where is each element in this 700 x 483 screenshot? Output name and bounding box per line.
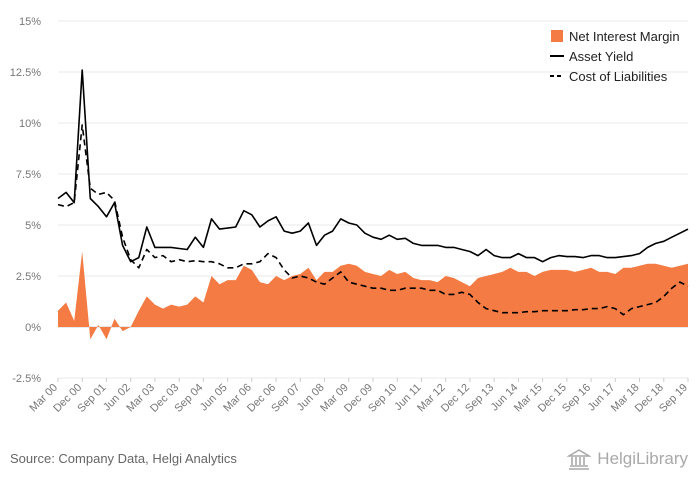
y-tick-label: 10% bbox=[19, 118, 41, 130]
legend: Net Interest Margin Asset Yield Cost of Li… bbox=[550, 29, 680, 84]
series-cost-of-liabilities-line bbox=[57, 124, 689, 316]
y-axis-ticks: -2.5% 0% 2.5% 5% 7.5% 10% 12.5% 15% bbox=[10, 16, 41, 385]
series-asset-yield-line bbox=[57, 69, 689, 263]
y-tick-label: 7.5% bbox=[16, 169, 41, 181]
brand-logo: HelgiLibrary bbox=[567, 447, 688, 471]
y-tick-label: 12.5% bbox=[10, 67, 41, 79]
y-tick-label: 0% bbox=[25, 322, 41, 334]
legend-label: Asset Yield bbox=[569, 49, 633, 64]
plot-area bbox=[57, 69, 689, 340]
y-tick-label: -2.5% bbox=[12, 373, 41, 385]
y-tick-label: 2.5% bbox=[16, 271, 41, 283]
series-net-interest-margin-area bbox=[58, 251, 688, 340]
source-note: Source: Company Data, Helgi Analytics bbox=[10, 451, 237, 466]
library-building-icon bbox=[567, 449, 592, 470]
y-tick-label: 5% bbox=[25, 220, 41, 232]
legend-label: Net Interest Margin bbox=[569, 29, 680, 44]
brand-name: HelgiLibrary bbox=[597, 449, 688, 468]
y-tick-label: 15% bbox=[19, 16, 41, 28]
legend-swatch bbox=[551, 30, 563, 42]
legend-label: Cost of Liabilities bbox=[569, 69, 668, 84]
